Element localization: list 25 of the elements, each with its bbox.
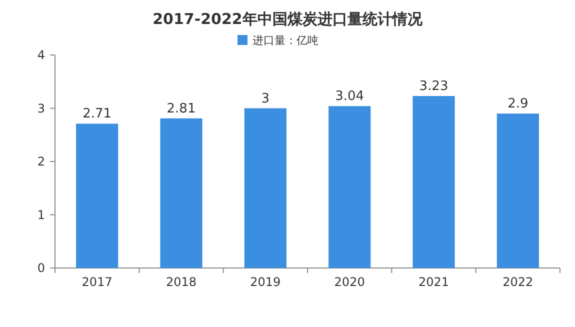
y-tick-label: 4	[37, 48, 45, 62]
bar	[76, 124, 118, 268]
data-label: 2.9	[508, 96, 528, 112]
bar	[328, 106, 371, 268]
y-tick-label: 2	[37, 154, 45, 168]
bar	[160, 118, 202, 268]
y-tick-label: 1	[37, 208, 45, 222]
bar	[244, 108, 286, 268]
bar	[412, 96, 455, 268]
data-label: 2.81	[166, 101, 196, 116]
x-tick-label: 2017	[82, 275, 112, 289]
data-label: 2.71	[82, 106, 112, 122]
data-label: 3.04	[335, 89, 364, 104]
x-tick-label: 2022	[502, 275, 534, 289]
chart-title: 2017-2022年中国煤炭进口量统计情况	[152, 10, 424, 28]
x-tick-label: 2020	[334, 275, 365, 289]
legend-label: 进口量：亿吨	[252, 34, 318, 47]
x-tick-label: 2018	[166, 275, 197, 289]
x-tick-label: 2019	[250, 275, 281, 289]
y-tick-label: 3	[37, 101, 45, 116]
x-tick-label: 2021	[418, 275, 450, 289]
data-label: 3	[261, 91, 270, 106]
data-label: 3.23	[419, 79, 448, 94]
y-tick-label: 0	[37, 261, 45, 275]
bar	[496, 114, 539, 268]
